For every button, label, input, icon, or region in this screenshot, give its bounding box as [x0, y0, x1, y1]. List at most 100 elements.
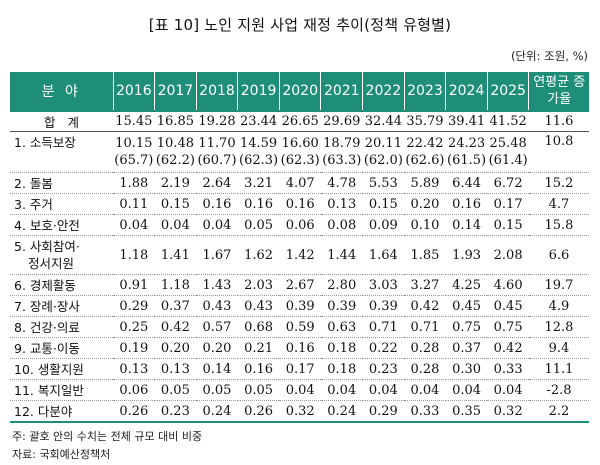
total-label: 합 계 [10, 110, 113, 132]
row-label-text: 1. 소득보장 [14, 135, 76, 150]
value-cell: 3.27 [404, 274, 446, 296]
finance-table: 분 야 2016 2017 2018 2019 2020 2021 2022 2… [10, 72, 589, 423]
value-cell: 0.71 [404, 316, 446, 338]
cell-value: 0.35 [452, 403, 482, 419]
cell-value: 0.43 [202, 298, 232, 314]
cell-value: 0.68 [244, 319, 274, 335]
total-cell: 26.65 [279, 110, 321, 132]
cell-value: 0.16 [202, 196, 232, 212]
cell-value: 0.37 [452, 340, 482, 356]
cell-value: 0.16 [285, 340, 315, 356]
cell-value: 0.71 [368, 319, 398, 335]
row-label: 2. 돌봄 [10, 172, 113, 194]
table-row: 9. 교통·이동 0.19 0.20 0.20 0.21 0.16 0.18 0.22 0.28… [10, 337, 589, 359]
value-cell: 0.57 [196, 316, 238, 338]
growth-cell: -2.8 [528, 379, 589, 401]
value-cell: 0.24 [196, 400, 238, 423]
value-cell: 0.15 [362, 193, 405, 215]
value-cell: 18.79 (63.3) [320, 131, 363, 173]
cell-value: 10.48 [156, 136, 194, 151]
value-cell: 4.60 [487, 274, 529, 296]
cell-value: 4.78 [327, 175, 357, 191]
cell-value: 0.23 [368, 361, 398, 377]
table-row: 5. 사회참여· 정서지원 1.18 1.41 1.67 1.62 1.42 1.44 1.64… [10, 235, 589, 275]
value-cell: 0.17 [487, 193, 529, 215]
value-cell: 0.18 [320, 358, 363, 380]
total-growth: 11.6 [528, 110, 589, 132]
cell-value: 0.17 [493, 196, 523, 212]
value-cell: 2.80 [320, 274, 363, 296]
cell-share: (62.2) [155, 153, 195, 168]
value-cell: 0.42 [154, 316, 197, 338]
row-label-text: 11. 복지일반 [14, 382, 84, 398]
cell-value: 5.89 [410, 175, 440, 191]
cell-value: 0.57 [202, 319, 232, 335]
footnote: 주: 괄호 안의 수치는 전체 규모 대비 비중 [12, 430, 203, 443]
cell-share: (65.7) [114, 153, 154, 168]
value-cell: 0.05 [196, 379, 238, 401]
table-body: 합 계 15.45 16.85 19.28 23.44 26.65 29.69 … [10, 110, 589, 423]
header-year: 2016 [112, 72, 155, 111]
value-cell: 6.72 [487, 172, 529, 194]
cell-value: 0.15 [160, 196, 190, 212]
cell-value: 6.44 [452, 175, 482, 191]
value-cell: 0.20 [154, 337, 197, 359]
value-cell: 0.04 [154, 214, 197, 236]
value-cell: 16.60 (62.3) [279, 131, 321, 173]
value-cell: 14.59 (62.3) [237, 131, 280, 173]
cell-value: 0.13 [327, 196, 357, 212]
value-cell: 0.32 [279, 400, 321, 423]
value-cell: 0.17 [279, 358, 321, 380]
cell-value: 0.26 [244, 403, 274, 419]
cell-value: 0.45 [493, 298, 523, 314]
cell-value: 0.16 [285, 196, 315, 212]
value-cell: 0.45 [445, 295, 488, 317]
value-cell: 0.04 [487, 379, 529, 401]
cell-value: 0.24 [202, 403, 232, 419]
cell-value: 0.15 [493, 217, 523, 233]
value-cell: 4.78 [320, 172, 363, 194]
value-cell: 0.25 [113, 316, 155, 338]
row-label-text: 8. 건강·의료 [14, 319, 80, 335]
row-label-text: 정서지원 [28, 256, 75, 271]
total-cell: 16.85 [154, 110, 197, 132]
cell-value: 1.64 [368, 247, 398, 263]
cell-value: 5.53 [368, 175, 398, 191]
value-cell: 5.53 [362, 172, 405, 194]
value-cell: 0.04 [320, 379, 363, 401]
header-year: 2019 [237, 72, 280, 111]
cell-value: 0.04 [160, 217, 190, 233]
cell-value: 2.08 [493, 247, 523, 263]
value-cell: 0.91 [113, 274, 155, 296]
value-cell: 0.39 [362, 295, 405, 317]
cell-value: 20.11 [364, 136, 402, 151]
cell-value: 0.29 [119, 298, 149, 314]
value-cell: 0.05 [237, 214, 280, 236]
cell-value: 0.16 [244, 361, 274, 377]
row-label-text: 12. 다분야 [14, 403, 73, 419]
cell-value: 0.04 [327, 382, 357, 398]
row-label: 7. 장례·장사 [10, 295, 113, 317]
value-cell: 0.13 [113, 358, 155, 380]
value-cell: 0.04 [196, 214, 238, 236]
row-label-text: 10. 생활지원 [14, 361, 84, 377]
value-cell: 0.04 [279, 379, 321, 401]
row-label: 12. 다분야 [10, 400, 113, 423]
cell-value: 1.62 [244, 247, 274, 263]
header-year: 2023 [403, 72, 446, 111]
cell-value: 0.33 [493, 361, 523, 377]
row-label-text: 6. 경제활동 [14, 277, 76, 293]
value-cell: 0.04 [445, 379, 488, 401]
table-row: 8. 건강·의료 0.25 0.42 0.57 0.68 0.59 0.63 0.71 0.71… [10, 316, 589, 338]
value-cell: 0.28 [404, 358, 446, 380]
total-row: 합 계 15.45 16.85 19.28 23.44 26.65 29.69 … [10, 110, 589, 132]
value-cell: 0.14 [445, 214, 488, 236]
value-cell: 0.18 [320, 337, 363, 359]
cell-value: 24.23 [447, 136, 486, 151]
total-cell: 19.28 [196, 110, 238, 132]
cell-share: (62.3) [239, 153, 279, 168]
cell-value: 0.04 [493, 382, 523, 398]
value-cell: 0.08 [320, 214, 363, 236]
value-cell: 6.44 [445, 172, 488, 194]
cell-value: 22.42 [406, 136, 444, 151]
